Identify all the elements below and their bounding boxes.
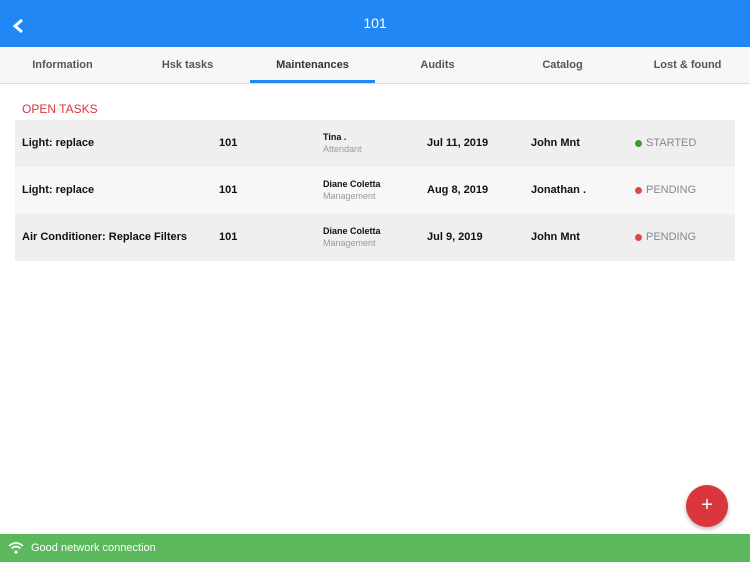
status-dot bbox=[635, 140, 642, 147]
assignee: Diane Coletta bbox=[323, 179, 381, 189]
back-button[interactable] bbox=[12, 18, 26, 34]
add-button[interactable]: + bbox=[686, 485, 728, 527]
room: 101 bbox=[219, 184, 238, 196]
owner: Jonathan . bbox=[531, 184, 587, 196]
tab[interactable]: Lost & found bbox=[653, 59, 722, 71]
due-date: Aug 8, 2019 bbox=[427, 184, 489, 196]
section-title: OPEN TASKS bbox=[22, 102, 98, 116]
tab-bar: Information Hsk tasks Maintenances Audits Ca… bbox=[0, 47, 750, 84]
header-title: 101 bbox=[363, 15, 387, 31]
status-bar: Good network connection bbox=[0, 534, 750, 562]
assignee: Diane Coletta bbox=[323, 226, 381, 236]
task-row[interactable]: Light: replace 101 Diane Coletta Management… bbox=[15, 167, 735, 214]
task-row[interactable]: Light: replace 101 Tina . Attendant Jul 11, … bbox=[15, 120, 735, 167]
due-date: Jul 9, 2019 bbox=[427, 231, 483, 243]
assignee-role: Attendant bbox=[323, 144, 362, 154]
assignee-role: Management bbox=[323, 191, 376, 201]
tab[interactable]: Information bbox=[32, 59, 93, 71]
tab[interactable]: Hsk tasks bbox=[161, 59, 214, 71]
assignee-role: Management bbox=[323, 238, 376, 248]
status: PENDING bbox=[646, 184, 697, 196]
task-name: Light: replace bbox=[22, 137, 95, 149]
task-name: Light: replace bbox=[22, 184, 95, 196]
task-name: Air Conditioner: Replace Filters bbox=[22, 231, 188, 243]
status-dot bbox=[635, 234, 642, 241]
owner: John Mnt bbox=[531, 137, 580, 149]
header: 101 bbox=[0, 0, 750, 47]
room: 101 bbox=[219, 137, 238, 149]
assignee: Tina . bbox=[323, 132, 347, 142]
room: 101 bbox=[219, 231, 238, 243]
wifi-icon bbox=[8, 542, 24, 554]
status-text: Good network connection bbox=[31, 542, 156, 554]
status-dot bbox=[635, 187, 642, 194]
status: PENDING bbox=[646, 231, 697, 243]
tab[interactable]: Maintenances bbox=[250, 47, 375, 83]
owner: John Mnt bbox=[531, 231, 580, 243]
tab[interactable]: Catalog bbox=[542, 59, 583, 71]
due-date: Jul 11, 2019 bbox=[427, 137, 489, 149]
tab[interactable]: Audits bbox=[420, 59, 455, 71]
task-row[interactable]: Air Conditioner: Replace Filters 101 Diane… bbox=[15, 214, 735, 261]
status: STARTED bbox=[646, 137, 697, 149]
